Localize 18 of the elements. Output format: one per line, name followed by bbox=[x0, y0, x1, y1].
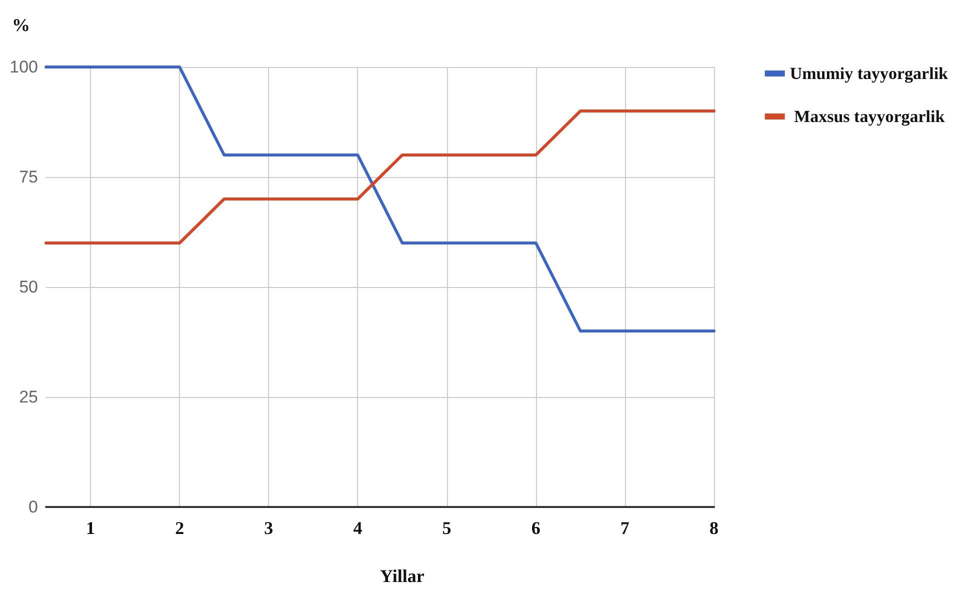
x-tick-label: 8 bbox=[710, 518, 718, 538]
y-tick-label: 0 bbox=[28, 498, 38, 516]
legend-label: Maxsus tayyorgarlik bbox=[790, 107, 946, 126]
y-tick-label: 75 bbox=[19, 168, 38, 186]
x-tick-label: 1 bbox=[86, 518, 96, 538]
x-tick-label: 3 bbox=[264, 518, 274, 538]
x-tick-label: 6 bbox=[531, 518, 540, 538]
y-tick-label: 100 bbox=[10, 58, 38, 76]
line-series bbox=[44, 110, 716, 244]
legend-label: Umumiy tayyorgarlik bbox=[790, 64, 949, 83]
x-tick-label: 4 bbox=[353, 518, 362, 538]
x-tick-label: 7 bbox=[620, 518, 630, 538]
y-tick-label: 25 bbox=[19, 388, 38, 406]
x-tick-label: 2 bbox=[175, 518, 184, 538]
x-axis-title: Yillar bbox=[380, 566, 424, 586]
x-tick-label: 5 bbox=[442, 518, 452, 538]
y-tick-label: 50 bbox=[19, 278, 38, 296]
y-axis-title: % bbox=[12, 15, 30, 35]
